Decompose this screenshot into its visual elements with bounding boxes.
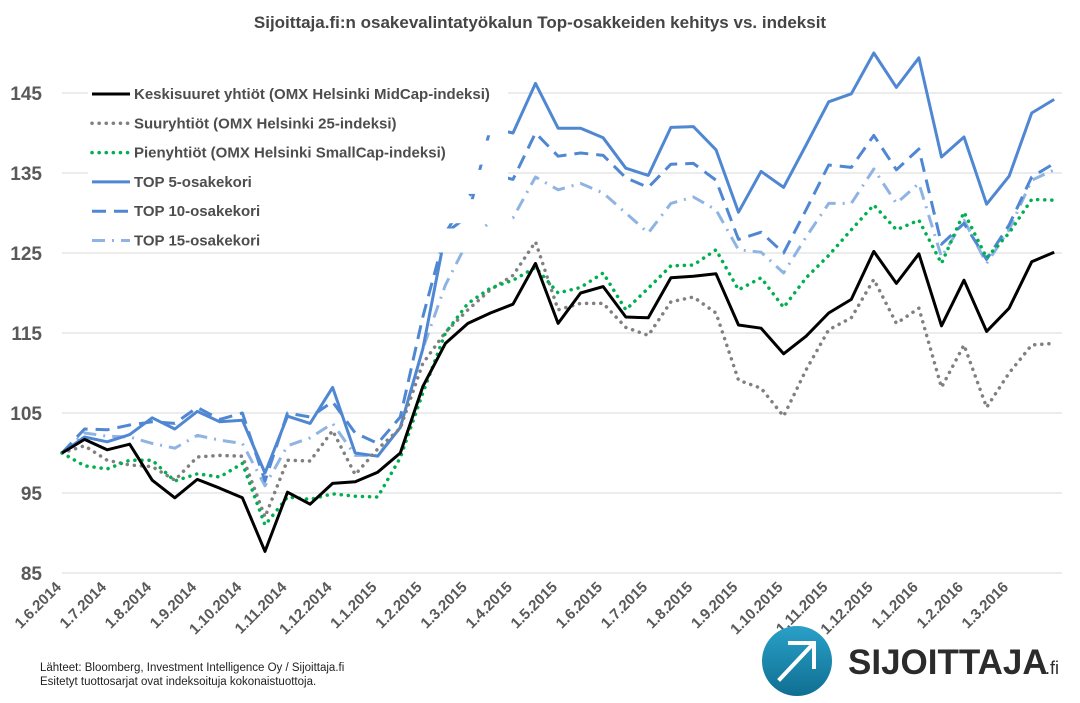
sijoittaja-logo: SIJOITTAJA .fi — [760, 624, 1080, 698]
x-tick-label: 1.4.2015 — [463, 579, 516, 632]
legend-label: TOP 10-osakekori — [134, 203, 260, 220]
returns-note: Esitetyt tuottosarjat ovat indeksoituja … — [40, 675, 344, 689]
x-tick-label: 1.7.2015 — [598, 579, 651, 632]
y-tick-label: 145 — [10, 84, 42, 105]
x-tick-label: 1.1.2015 — [327, 579, 380, 632]
legend-label: TOP 5-osakekori — [134, 174, 252, 191]
footer-notes: Lähteet: Bloomberg, Investment Intellige… — [40, 661, 344, 689]
logo-suffix: .fi — [1045, 658, 1059, 678]
gridlines — [62, 93, 1062, 573]
x-tick-label: 1.5.2015 — [508, 579, 561, 632]
x-tick-label: 1.2.2015 — [372, 579, 425, 632]
legend-label: TOP 15-osakekori — [134, 233, 260, 250]
y-axis-ticks: 85 95 105 115 125 135 145 — [10, 84, 42, 585]
legend-label: Suuryhtiöt (OMX Helsinki 25-indeksi) — [134, 115, 397, 132]
x-tick-label: 1.3.2015 — [417, 579, 470, 632]
y-tick-label: 105 — [10, 404, 42, 425]
y-tick-label: 95 — [21, 484, 43, 505]
y-tick-label: 125 — [10, 244, 42, 265]
x-tick-label: 1.8.2015 — [643, 579, 696, 632]
legend: Keskisuuret yhtiöt (OMX Helsinki MidCap-… — [88, 82, 508, 253]
chart-title: Sijoittaja.fi:n osakevalintatyökalun Top… — [254, 13, 827, 32]
y-tick-label: 135 — [10, 164, 42, 185]
x-tick-label: 1.8.2014 — [102, 578, 156, 632]
legend-label: Pienyhtiöt (OMX Helsinki SmallCap-indeks… — [134, 145, 446, 162]
x-tick-label: 1.6.2015 — [553, 579, 606, 632]
series-line-0 — [62, 251, 1054, 551]
x-tick-label: 1.6.2014 — [12, 578, 66, 632]
y-tick-label: 115 — [11, 324, 42, 345]
logo-text: SIJOITTAJA — [848, 643, 1048, 682]
y-tick-label: 85 — [21, 564, 43, 585]
x-tick-label: 1.7.2014 — [57, 578, 111, 632]
source-note: Lähteet: Bloomberg, Investment Intellige… — [40, 661, 344, 675]
legend-label: Keskisuuret yhtiöt (OMX Helsinki MidCap-… — [134, 86, 490, 103]
